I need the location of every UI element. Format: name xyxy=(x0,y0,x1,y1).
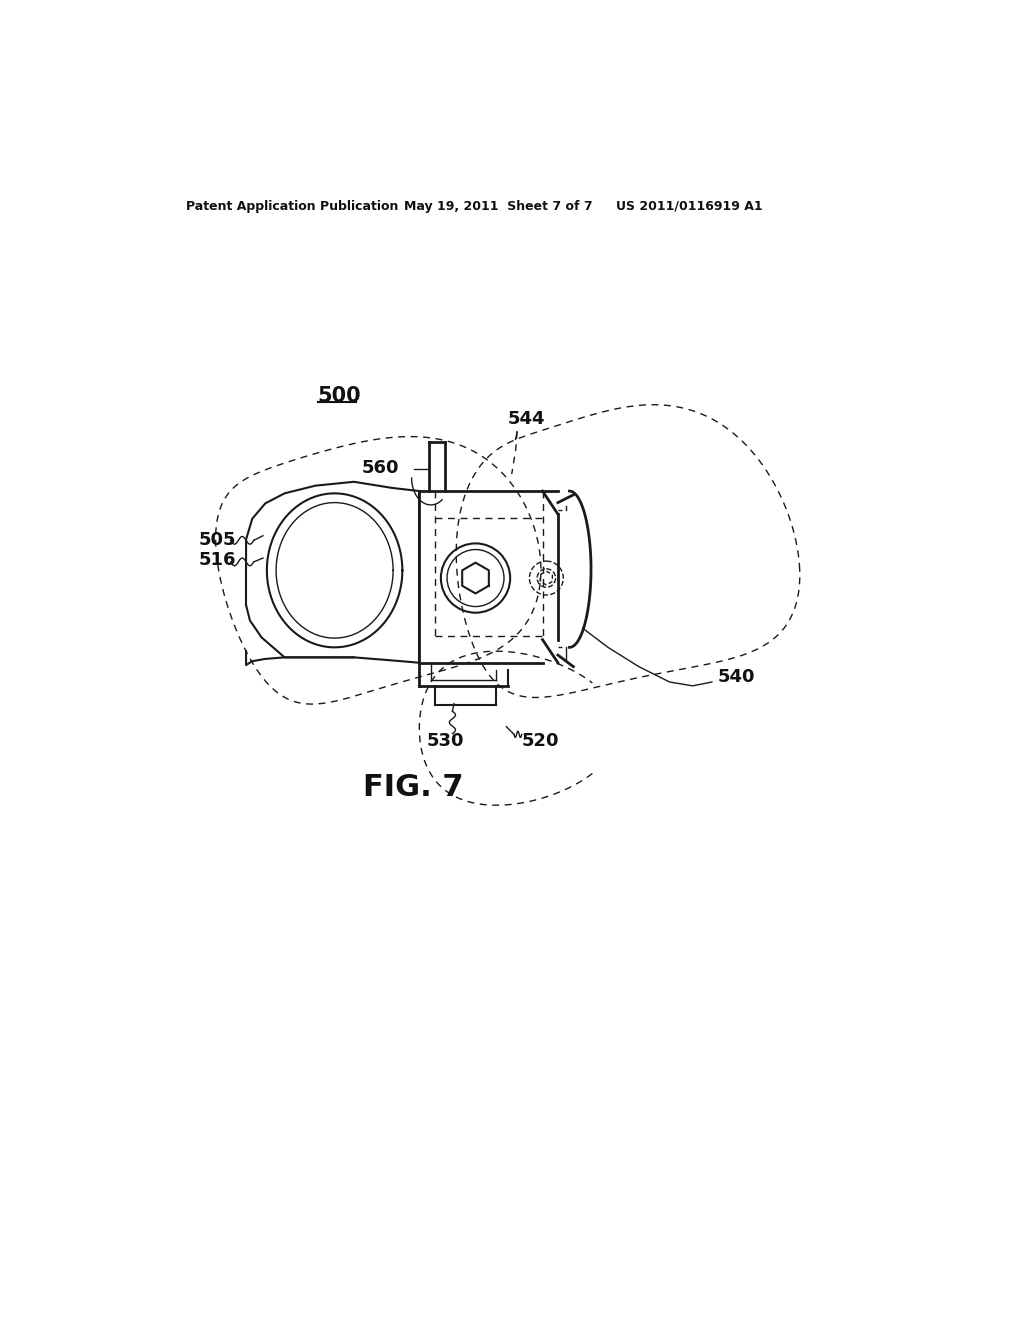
Text: 544: 544 xyxy=(508,409,546,428)
Text: FIG. 7: FIG. 7 xyxy=(364,774,464,803)
Text: 505: 505 xyxy=(199,532,236,549)
Text: US 2011/0116919 A1: US 2011/0116919 A1 xyxy=(615,199,762,213)
Text: 516: 516 xyxy=(199,552,236,569)
Text: 530: 530 xyxy=(427,733,465,750)
Text: May 19, 2011  Sheet 7 of 7: May 19, 2011 Sheet 7 of 7 xyxy=(403,199,593,213)
Text: 500: 500 xyxy=(317,385,361,405)
Text: 520: 520 xyxy=(521,733,559,750)
Text: Patent Application Publication: Patent Application Publication xyxy=(186,199,398,213)
Text: 560: 560 xyxy=(361,459,399,477)
Text: 540: 540 xyxy=(717,668,755,685)
